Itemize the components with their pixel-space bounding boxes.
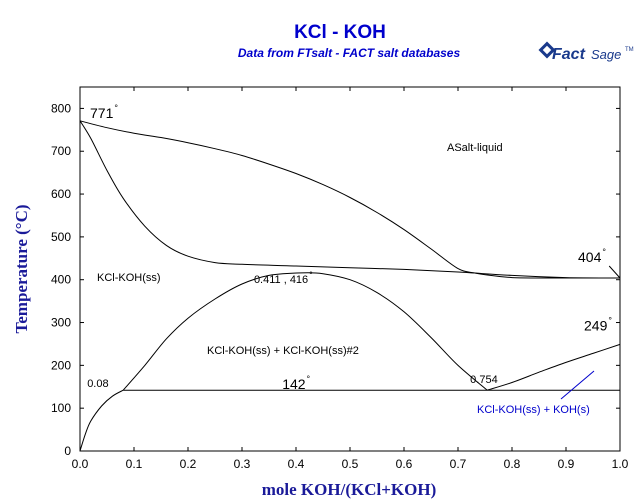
factsage-logo: Fact Sage TM xyxy=(538,41,634,63)
phase-labels: ASalt-liquid KCl-KOH(ss) KCl-KOH(ss) + K… xyxy=(97,142,595,416)
phase-label-liquid: ASalt-liquid xyxy=(447,142,503,154)
phase-boundary-3 xyxy=(122,272,488,391)
chart-title: KCl - KOH xyxy=(294,22,386,43)
factsage-logo-icon xyxy=(538,41,556,59)
annotation-label: 0.754 xyxy=(470,374,498,386)
logo-text-sage: Sage xyxy=(591,47,621,62)
annotation-label: 142 xyxy=(282,376,306,392)
annotation-label: 771 xyxy=(90,105,114,121)
degree-mark: ° xyxy=(608,315,612,325)
logo-tm: TM xyxy=(625,47,634,53)
phase-label-ss-koh: KCl-KOH(ss) + KOH(s) xyxy=(477,404,590,416)
phase-label-ss: KCl-KOH(ss) xyxy=(97,272,161,284)
x-tick-label: 0.5 xyxy=(342,457,359,471)
x-tick-label: 0.1 xyxy=(126,457,143,471)
x-tick-label: 0.0 xyxy=(72,457,89,471)
x-tick-label: 0.6 xyxy=(396,457,413,471)
phase-label-ss-ss2: KCl-KOH(ss) + KCl-KOH(ss)#2 xyxy=(207,345,359,357)
x-tick-label: 0.8 xyxy=(504,457,521,471)
y-tick-label: 400 xyxy=(51,273,71,287)
logo-text-fact: Fact xyxy=(552,46,586,63)
degree-mark: ° xyxy=(309,270,313,280)
y-axis-label: Temperature (°C) xyxy=(12,204,31,333)
degree-mark: ° xyxy=(114,103,118,113)
y-tick-label: 0 xyxy=(64,444,71,458)
phase-boundary-0 xyxy=(79,120,620,279)
y-tick-label: 300 xyxy=(51,316,71,330)
x-tick-label: 0.7 xyxy=(450,457,467,471)
y-tick-label: 800 xyxy=(51,101,71,115)
annotation-label: 249 xyxy=(584,317,608,333)
y-tick-label: 100 xyxy=(51,401,71,415)
x-tick-label: 1.0 xyxy=(612,457,629,471)
annotation-label: 0.411 , 416 xyxy=(254,274,308,286)
degree-mark: ° xyxy=(307,374,311,384)
phase-label-pointer xyxy=(560,370,595,400)
chart-subtitle: Data from FTsalt - FACT salt databases xyxy=(238,46,461,60)
x-axis: 0.0 0.1 0.2 0.3 0.4 0.5 0.6 0.7 0.8 0.9 1.0 xyxy=(72,87,629,471)
x-tick-label: 0.2 xyxy=(180,457,197,471)
x-axis-label: mole KOH/(KCl+KOH) xyxy=(262,480,436,499)
y-tick-label: 500 xyxy=(51,230,71,244)
y-tick-label: 700 xyxy=(51,144,71,158)
phase-boundaries xyxy=(79,120,621,452)
phase-boundary-2 xyxy=(79,389,124,452)
annotations: 771 °404 °249 °142 °0.411 , 416 °0.08 0.754 xyxy=(87,103,621,392)
plot-frame xyxy=(79,86,621,452)
x-tick-label: 0.9 xyxy=(558,457,575,471)
x-tick-label: 0.3 xyxy=(234,457,251,471)
annotation-label: 0.08 xyxy=(87,378,108,390)
annotation-label: 404 xyxy=(578,249,602,265)
phase-boundary-4 xyxy=(487,343,621,391)
phase-boundary-1 xyxy=(79,120,621,279)
y-tick-label: 200 xyxy=(51,358,71,372)
y-tick-label: 600 xyxy=(51,187,71,201)
annotation-pointer-404 xyxy=(608,265,621,279)
x-tick-label: 0.4 xyxy=(288,457,305,471)
degree-mark: ° xyxy=(602,247,606,257)
y-axis: 0 100 200 300 400 500 600 700 800 xyxy=(51,101,620,458)
